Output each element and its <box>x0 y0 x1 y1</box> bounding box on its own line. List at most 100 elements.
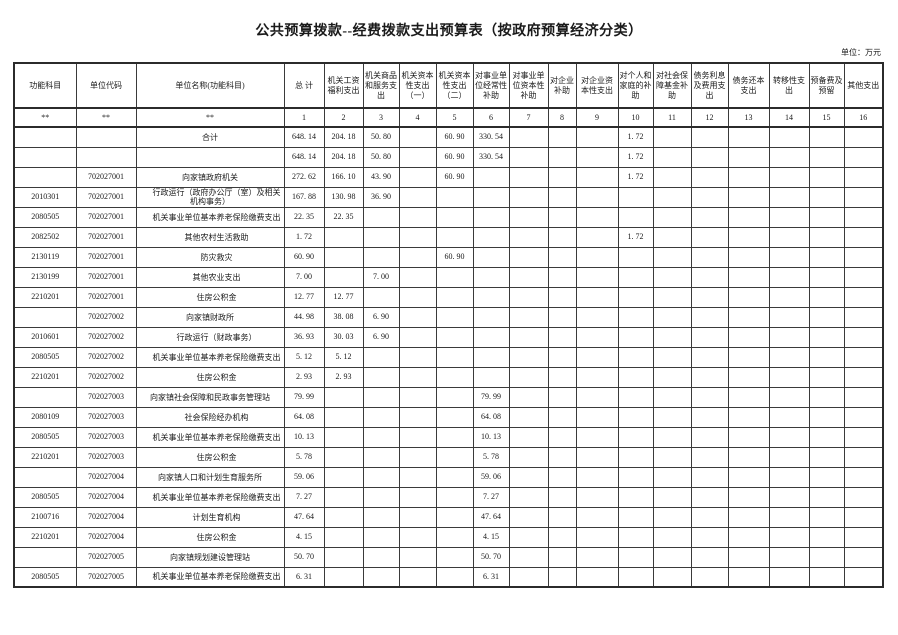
value-cell: 330. 54 <box>472 126 510 148</box>
func-code-cell <box>13 546 77 568</box>
table-body: ** ** ** 1 2 3 4 5 6 7 8 9 10 11 12 13 14 15 16 合计 648. 14 2… <box>13 107 884 588</box>
value-cell <box>652 126 692 148</box>
value-cell <box>690 226 729 248</box>
value-cell <box>727 166 770 188</box>
value-cell <box>617 546 654 568</box>
value-cell <box>398 486 437 508</box>
column-index-cell: 14 <box>768 107 810 128</box>
value-cell <box>398 566 437 588</box>
func-code-cell: 2100716 <box>13 506 77 528</box>
value-cell <box>362 246 400 268</box>
column-header: 债务还本支出 <box>727 62 770 109</box>
func-code-cell: 2082502 <box>13 226 77 248</box>
value-cell <box>575 566 619 588</box>
value-cell <box>808 286 845 308</box>
value-cell <box>547 426 577 448</box>
value-cell <box>508 446 549 468</box>
value-cell <box>547 546 577 568</box>
value-cell <box>768 206 810 228</box>
value-cell: 5. 12 <box>283 346 325 368</box>
func-code-cell: 2080505 <box>13 486 77 508</box>
value-cell <box>575 246 619 268</box>
value-cell: 330. 54 <box>472 146 510 168</box>
column-index-cell: 16 <box>843 107 884 128</box>
value-cell <box>690 286 729 308</box>
table-row: 648. 14 204. 18 50. 80 60. 90 330. 54 1. 72 <box>13 146 884 168</box>
value-cell <box>727 346 770 368</box>
value-cell <box>508 346 549 368</box>
unit-name-cell: 向家镇规划建设管理站 <box>135 546 285 568</box>
value-cell <box>808 306 845 328</box>
column-index-cell: 6 <box>472 107 510 128</box>
value-cell <box>435 226 474 248</box>
table-row: 2130119 702027001 防灾救灾 60. 90 60. 90 <box>13 246 884 268</box>
value-cell <box>617 406 654 428</box>
value-cell <box>690 486 729 508</box>
value-cell <box>690 146 729 168</box>
value-cell: 59. 06 <box>472 466 510 488</box>
value-cell <box>843 186 884 208</box>
unit-name-cell: 社会保险经办机构 <box>135 406 285 428</box>
value-cell: 79. 99 <box>283 386 325 408</box>
value-cell <box>690 186 729 208</box>
value-cell <box>435 526 474 548</box>
unit-code-cell <box>75 146 137 168</box>
value-cell <box>435 486 474 508</box>
value-cell <box>768 466 810 488</box>
value-cell <box>617 466 654 488</box>
table-row: 2080505 702027005 机关事业单位基本养老保险缴费支出 6. 31 6. … <box>13 566 884 588</box>
value-cell <box>472 366 510 388</box>
value-cell <box>727 286 770 308</box>
value-cell <box>652 406 692 428</box>
value-cell <box>362 426 400 448</box>
value-cell <box>690 446 729 468</box>
value-cell <box>547 566 577 588</box>
column-index-cell: ** <box>75 107 137 128</box>
value-cell <box>808 166 845 188</box>
value-cell <box>362 386 400 408</box>
value-cell: 60. 90 <box>435 166 474 188</box>
value-cell: 43. 90 <box>362 166 400 188</box>
value-cell <box>472 246 510 268</box>
value-cell <box>652 486 692 508</box>
value-cell <box>617 286 654 308</box>
value-cell <box>398 286 437 308</box>
value-cell: 648. 14 <box>283 126 325 148</box>
value-cell <box>843 386 884 408</box>
value-cell <box>508 166 549 188</box>
table-row: 702027003 向家镇社会保障和民政事务管理站 79. 99 79. 99 <box>13 386 884 408</box>
value-cell <box>362 286 400 308</box>
unit-name-cell: 其他农业支出 <box>135 266 285 288</box>
value-cell <box>768 286 810 308</box>
value-cell: 7. 27 <box>283 486 325 508</box>
value-cell: 130. 98 <box>323 186 364 208</box>
unit-code-cell: 702027001 <box>75 226 137 248</box>
value-cell <box>508 566 549 588</box>
value-cell <box>808 126 845 148</box>
value-cell: 10. 13 <box>472 426 510 448</box>
value-cell <box>808 246 845 268</box>
value-cell: 60. 90 <box>283 246 325 268</box>
func-code-cell: 2080505 <box>13 426 77 448</box>
value-cell <box>323 386 364 408</box>
func-code-cell: 2210201 <box>13 526 77 548</box>
value-cell <box>508 426 549 448</box>
value-cell <box>808 486 845 508</box>
unit-name-cell: 防灾救灾 <box>135 246 285 268</box>
value-cell <box>768 486 810 508</box>
unit-code-cell: 702027003 <box>75 386 137 408</box>
value-cell <box>652 546 692 568</box>
value-cell <box>727 206 770 228</box>
value-cell: 5. 78 <box>283 446 325 468</box>
value-cell <box>843 346 884 368</box>
value-cell <box>472 166 510 188</box>
value-cell <box>768 346 810 368</box>
value-cell <box>727 226 770 248</box>
func-code-cell <box>13 466 77 488</box>
value-cell <box>727 186 770 208</box>
value-cell <box>690 326 729 348</box>
column-header: 总 计 <box>283 62 325 109</box>
value-cell: 38. 08 <box>323 306 364 328</box>
value-cell <box>398 506 437 528</box>
value-cell <box>727 466 770 488</box>
